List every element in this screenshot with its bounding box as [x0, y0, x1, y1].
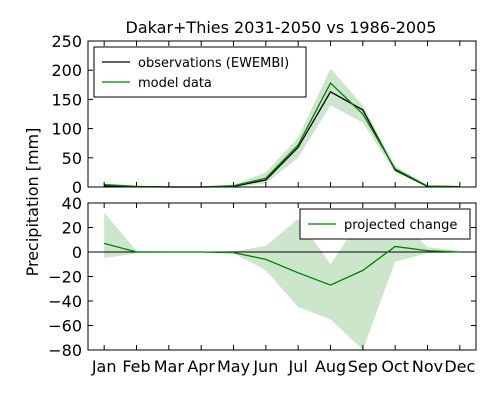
bottom-panel: −80 −60 −40 −20 0 20 40 Jan Feb Mar Apr May Jun Jul Au… — [48, 194, 477, 376]
x-tick-label: Jun — [252, 357, 278, 376]
x-tick-label: Jul — [288, 357, 308, 376]
y-tick-label: 100 — [51, 120, 82, 139]
y-axis-label: Precipitation [mm] — [23, 128, 42, 277]
y-tick-label: 0 — [72, 178, 82, 197]
series-line-1 — [104, 81, 460, 188]
axes-frame — [87, 40, 477, 188]
legend-label: model data — [138, 76, 212, 91]
x-tick-label: May — [217, 357, 250, 376]
x-tick-label: Sep — [348, 357, 378, 376]
legend: projected change — [299, 208, 471, 240]
x-tick-label: Apr — [187, 357, 215, 376]
legend-label: projected change — [344, 218, 457, 233]
chart-title: Dakar+Thies 2031-2050 vs 1986-2005 — [126, 18, 437, 37]
y-tick-label: 250 — [51, 32, 82, 51]
x-tick-label: Mar — [154, 357, 185, 376]
x-tick-label: Feb — [122, 357, 150, 376]
y-tick-label: −80 — [48, 341, 82, 360]
y-tick-label: −60 — [48, 317, 82, 336]
y-tick-label: 20 — [62, 219, 82, 238]
y-tick-label: 200 — [51, 61, 82, 80]
legend-box — [93, 46, 307, 98]
x-tick-label: Aug — [315, 357, 346, 376]
x-tick-label: Dec — [444, 357, 475, 376]
series-line-0 — [104, 242, 460, 286]
legend-label: observations (EWEMBI) — [138, 56, 289, 71]
x-tick-label: Jan — [91, 357, 117, 376]
y-tick-label: 40 — [62, 194, 82, 213]
y-tick-label: −40 — [48, 292, 82, 311]
y-tick-label: −20 — [48, 268, 82, 287]
y-tick-label: 150 — [51, 90, 82, 109]
y-tick-label: 0 — [72, 243, 82, 262]
x-tick-label: Nov — [412, 357, 443, 376]
x-tick-label: Oct — [381, 357, 409, 376]
y-tick-label: 50 — [62, 149, 82, 168]
top-panel: 0 50 100 150 200 250 observations (EWEMBI) mode… — [51, 32, 477, 197]
legend: observations (EWEMBI) model data — [93, 46, 307, 98]
uncertainty-band — [104, 212, 460, 350]
